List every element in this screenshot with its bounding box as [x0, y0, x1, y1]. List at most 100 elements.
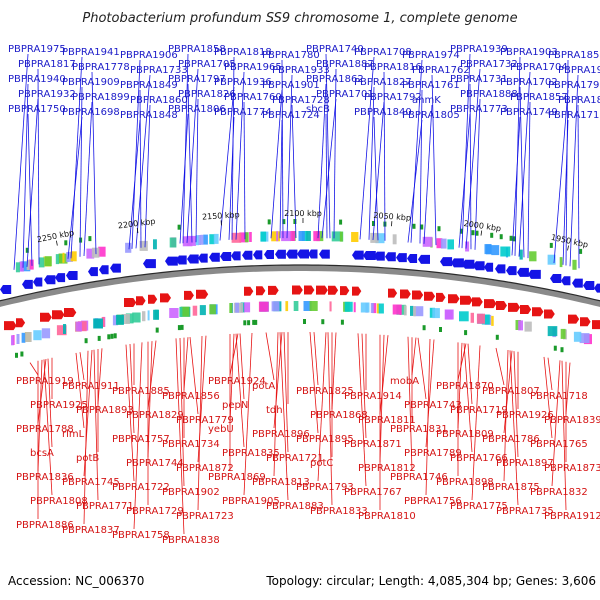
forward-gene-label: PBPRA1849 — [120, 80, 178, 91]
reverse-gene-label: PBPRA1789 — [404, 448, 462, 459]
reverse-gene-label: PBPRA1925 — [30, 400, 88, 411]
reverse-annotation-box — [179, 306, 183, 317]
forward-annotation-box — [62, 252, 65, 263]
reverse-annotation-box — [481, 314, 490, 325]
forward-annotation-box — [485, 244, 492, 255]
forward-annotation-box — [281, 231, 291, 242]
forward-gene-arrow — [253, 250, 263, 260]
reverse-gene-label: PBPRA1893 — [76, 405, 134, 416]
reverse-gene-label: pepN — [222, 400, 248, 411]
forward-leader-line — [461, 53, 471, 249]
forward-gene-label: PBPRA1821 — [558, 95, 600, 106]
forward-gene-label: PBPRA1848 — [120, 110, 178, 121]
reverse-gene-arrow — [292, 285, 303, 295]
forward-annotation-box — [66, 252, 69, 263]
reverse-annotation-box — [515, 320, 521, 330]
forward-leader-line — [144, 104, 151, 248]
forward-gene-label: PBPRA1773 — [450, 104, 508, 115]
forward-gene-label: PBPRA1972 — [558, 65, 600, 76]
scale-tick-mark — [136, 228, 139, 234]
reverse-leader-line — [411, 337, 417, 376]
forward-gene-label: PBPRA1761 — [402, 80, 460, 91]
reverse-leader-line — [243, 332, 253, 496]
reverse-gene-label: PBPRA1886 — [16, 520, 74, 531]
reverse-leader-line — [357, 333, 367, 487]
forward-gene-arrow — [0, 285, 12, 294]
forward-gene-label: PBPRA1749 — [500, 107, 558, 118]
reverse-leader-line — [197, 335, 203, 511]
rna-marker — [340, 319, 344, 325]
reverse-annotation-box — [41, 328, 51, 339]
forward-gene-label: PBPRA1704 — [510, 62, 568, 73]
reverse-gene-label: PBPRA1723 — [176, 511, 234, 522]
forward-gene-label: PBPRA1932 — [18, 89, 76, 100]
forward-gene-arrow — [198, 253, 208, 263]
reverse-gene-label: PBPRA1870 — [436, 381, 494, 392]
forward-gene-label: PBPRA1796 — [548, 80, 600, 91]
rna-marker — [475, 230, 479, 236]
reverse-annotation-box — [229, 303, 233, 313]
forward-leader-line — [128, 119, 141, 250]
rna-marker — [464, 330, 468, 336]
forward-leader-line — [519, 86, 525, 258]
reverse-leader-line — [379, 335, 389, 415]
reverse-annotation-box — [244, 302, 251, 313]
reverse-gene-label: PBPRA1744 — [126, 458, 184, 469]
reverse-annotation-box — [372, 303, 377, 314]
reverse-annotation-box — [579, 333, 590, 344]
forward-annotation-box — [239, 232, 248, 243]
reverse-gene-arrow — [568, 314, 580, 324]
reverse-annotation-box — [77, 321, 87, 332]
reverse-leader-line — [97, 348, 103, 405]
rna-marker — [509, 235, 513, 241]
reverse-leader-line — [457, 342, 463, 429]
reverse-annotation-box — [209, 304, 216, 315]
forward-gene-arrow — [473, 261, 485, 271]
forward-annotation-box — [98, 246, 106, 257]
forward-annotation-box — [436, 238, 443, 249]
reverse-annotation-box — [376, 303, 380, 314]
scale-tick-mark — [567, 245, 569, 251]
forward-gene-label: PBPRA1818 — [214, 47, 272, 58]
reverse-annotation-box — [153, 309, 159, 320]
forward-gene-arrow — [143, 259, 156, 269]
accession-text: Accession: NC_006370 — [8, 574, 144, 588]
reverse-leader-line — [93, 349, 99, 501]
forward-gene-label: PBPRA1708 — [354, 47, 412, 58]
forward-leader-line — [13, 53, 29, 270]
reverse-gene-arrow — [544, 309, 555, 319]
reverse-gene-label: PBPRA1729 — [126, 506, 184, 517]
forward-gene-label: PBPRA1975 — [8, 44, 66, 55]
forward-leader-line — [91, 71, 97, 255]
forward-annotation-box — [200, 234, 204, 245]
forward-gene-arrow — [363, 251, 376, 260]
scale-tick-label: 2050 kbp — [373, 211, 411, 223]
forward-leader-line — [291, 104, 297, 239]
forward-leader-line — [569, 74, 579, 267]
forward-annotation-box — [15, 262, 20, 273]
rna-marker — [113, 333, 117, 339]
reverse-gene-arrow — [136, 296, 146, 306]
reverse-gene-arrow — [460, 295, 473, 305]
forward-annotation-box — [306, 231, 311, 241]
forward-gene-arrow — [264, 250, 274, 259]
reverse-leader-line — [565, 362, 571, 415]
rna-marker — [177, 325, 181, 331]
forward-annotation-box — [298, 231, 305, 241]
reverse-gene-label: PBPRA1873 — [544, 463, 600, 474]
scale-tick: 2050 kbp — [373, 211, 411, 227]
forward-leader-line — [281, 59, 284, 239]
reverse-leader-line — [495, 347, 505, 386]
reverse-gene-label: PBPRA1914 — [344, 391, 402, 402]
reverse-gene-label: potB — [76, 453, 99, 464]
reverse-annotation-box — [147, 310, 150, 321]
reverse-leader-line — [37, 359, 43, 472]
forward-annotation-box — [370, 232, 379, 243]
reverse-annotation-box — [303, 301, 312, 311]
reverse-gene-label: PBPRA1812 — [358, 463, 416, 474]
forward-leader-line — [359, 56, 375, 240]
forward-annotation-box — [572, 259, 577, 270]
forward-leader-line — [577, 104, 580, 269]
reverse-leader-line — [543, 356, 553, 439]
